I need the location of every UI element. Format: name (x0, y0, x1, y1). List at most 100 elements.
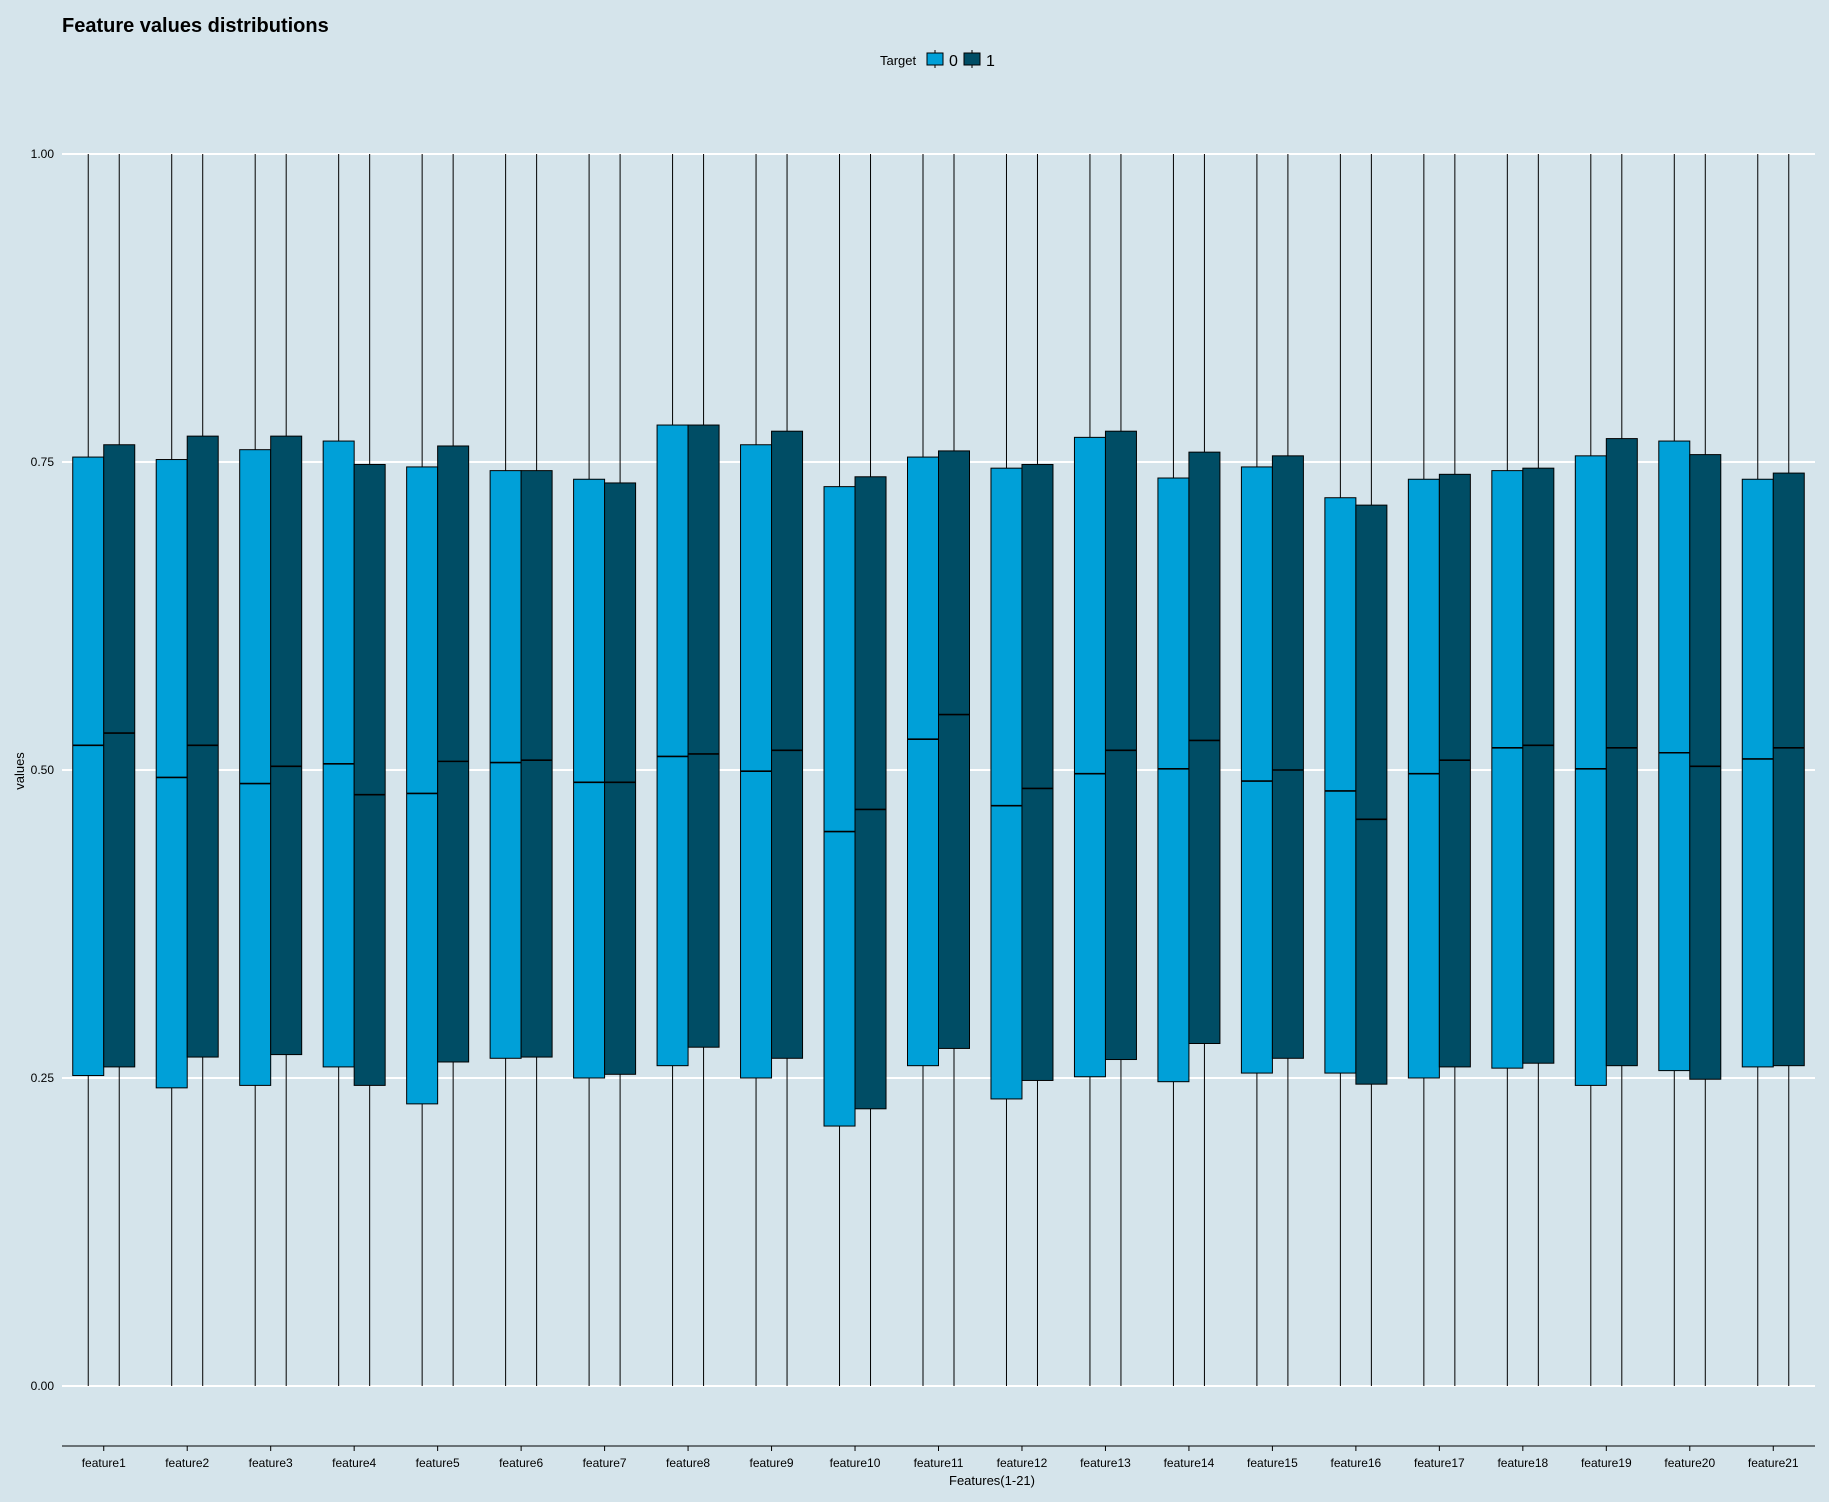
box-feature14-target-0[interactable] (1157, 154, 1190, 1386)
box-feature11-target-0[interactable] (907, 154, 939, 1386)
box-feature20-target-1[interactable] (1689, 154, 1722, 1386)
box-iqr (322, 440, 355, 1068)
box-feature13-target-1[interactable] (1104, 154, 1137, 1386)
box-iqr (1157, 477, 1190, 1083)
box-iqr (740, 444, 773, 1079)
box-iqr (1741, 478, 1774, 1068)
box-feature17-target-1[interactable] (1438, 154, 1471, 1386)
box-iqr (1324, 497, 1357, 1074)
x-axis: feature1 feature2 feature3 feature4 feature5… (62, 1445, 1815, 1470)
box-iqr (1605, 438, 1638, 1067)
box-feature21-target-0[interactable] (1741, 154, 1774, 1386)
box-iqr (186, 435, 219, 1058)
legend-label-1: 1 (986, 53, 995, 70)
box-feature10-target-0[interactable] (823, 154, 856, 1386)
plot-area (72, 154, 1805, 1386)
y-tick-label: 0.50 (31, 763, 55, 777)
legend-item-1[interactable]: 1 (963, 50, 995, 70)
x-tick-label: feature6 (499, 1456, 543, 1470)
x-tick-label: feature20 (1664, 1456, 1715, 1470)
x-tick-label: feature14 (1164, 1456, 1215, 1470)
box-feature3-target-1[interactable] (270, 154, 303, 1386)
box-feature12-target-0[interactable] (990, 154, 1023, 1386)
box-iqr (1522, 467, 1555, 1064)
legend-swatch-1 (963, 52, 981, 66)
box-iqr (938, 450, 970, 1049)
box-feature9-target-1[interactable] (771, 154, 804, 1386)
x-tick-label: feature18 (1497, 1456, 1548, 1470)
box-iqr (1574, 455, 1607, 1086)
x-tick-label: feature9 (750, 1456, 794, 1470)
box-feature13-target-0[interactable] (1073, 154, 1106, 1386)
y-axis-ticks: 0.00 0.25 0.50 0.75 1.00 (31, 147, 55, 1393)
box-iqr (437, 445, 470, 1063)
box-feature11-target-1[interactable] (938, 154, 970, 1386)
box-feature7-target-0[interactable] (573, 154, 606, 1386)
box-iqr (1355, 504, 1388, 1085)
box-iqr (520, 470, 553, 1058)
box-iqr (1188, 451, 1221, 1045)
box-feature8-target-0[interactable] (656, 154, 689, 1386)
y-tick-label: 0.75 (31, 455, 55, 469)
chart-title: Feature values distributions (62, 15, 329, 37)
box-feature12-target-1[interactable] (1021, 154, 1054, 1386)
box-feature15-target-0[interactable] (1240, 154, 1273, 1386)
box-feature9-target-0[interactable] (740, 154, 773, 1386)
box-feature3-target-0[interactable] (239, 154, 272, 1386)
box-feature1-target-1[interactable] (103, 154, 136, 1386)
box-iqr (1104, 430, 1137, 1061)
box-feature2-target-0[interactable] (155, 154, 188, 1386)
box-iqr (907, 456, 939, 1067)
box-feature16-target-0[interactable] (1324, 154, 1357, 1386)
box-feature19-target-1[interactable] (1605, 154, 1638, 1386)
x-tick-label: feature15 (1247, 1456, 1298, 1470)
box-iqr (270, 435, 303, 1056)
x-tick-label: feature16 (1331, 1456, 1382, 1470)
box-feature8-target-1[interactable] (687, 154, 720, 1386)
box-feature1-target-0[interactable] (72, 154, 105, 1386)
y-axis-title: values (12, 752, 27, 790)
x-tick-label: feature1 (82, 1456, 126, 1470)
box-feature5-target-1[interactable] (437, 154, 470, 1386)
box-feature6-target-1[interactable] (520, 154, 553, 1386)
legend-item-0[interactable]: 0 (926, 50, 958, 70)
box-feature16-target-1[interactable] (1355, 154, 1388, 1386)
box-feature20-target-0[interactable] (1658, 154, 1691, 1386)
legend: Target 0 1 (880, 50, 995, 70)
box-iqr (72, 456, 105, 1077)
box-feature2-target-1[interactable] (186, 154, 219, 1386)
box-iqr (1240, 466, 1273, 1074)
box-iqr (239, 449, 272, 1086)
box-feature15-target-1[interactable] (1271, 154, 1304, 1386)
box-iqr (823, 486, 856, 1127)
x-tick-label: feature5 (416, 1456, 460, 1470)
box-iqr (656, 424, 689, 1067)
box-iqr (1491, 470, 1524, 1069)
box-feature14-target-1[interactable] (1188, 154, 1221, 1386)
box-iqr (489, 470, 522, 1059)
box-feature17-target-0[interactable] (1407, 154, 1440, 1386)
x-axis-title: Features(1-21) (949, 1473, 1035, 1488)
box-iqr (155, 459, 188, 1089)
box-feature18-target-0[interactable] (1491, 154, 1524, 1386)
x-tick-label: feature11 (914, 1456, 964, 1470)
box-feature7-target-1[interactable] (604, 154, 637, 1386)
box-iqr (1271, 455, 1304, 1059)
box-feature10-target-1[interactable] (854, 154, 887, 1386)
box-feature19-target-0[interactable] (1574, 154, 1607, 1386)
box-iqr (687, 424, 720, 1048)
box-feature18-target-1[interactable] (1522, 154, 1555, 1386)
box-feature4-target-0[interactable] (322, 154, 355, 1386)
box-iqr (771, 430, 804, 1059)
box-iqr (1073, 436, 1106, 1078)
box-feature21-target-1[interactable] (1772, 154, 1805, 1386)
box-feature6-target-0[interactable] (489, 154, 522, 1386)
box-iqr (353, 463, 386, 1086)
legend-swatch-0 (926, 52, 944, 66)
x-tick-label: feature3 (249, 1456, 293, 1470)
x-tick-label: feature4 (332, 1456, 376, 1470)
legend-title: Target (880, 53, 917, 68)
box-feature4-target-1[interactable] (353, 154, 386, 1386)
x-tick-label: feature13 (1080, 1456, 1131, 1470)
box-feature5-target-0[interactable] (406, 154, 439, 1386)
